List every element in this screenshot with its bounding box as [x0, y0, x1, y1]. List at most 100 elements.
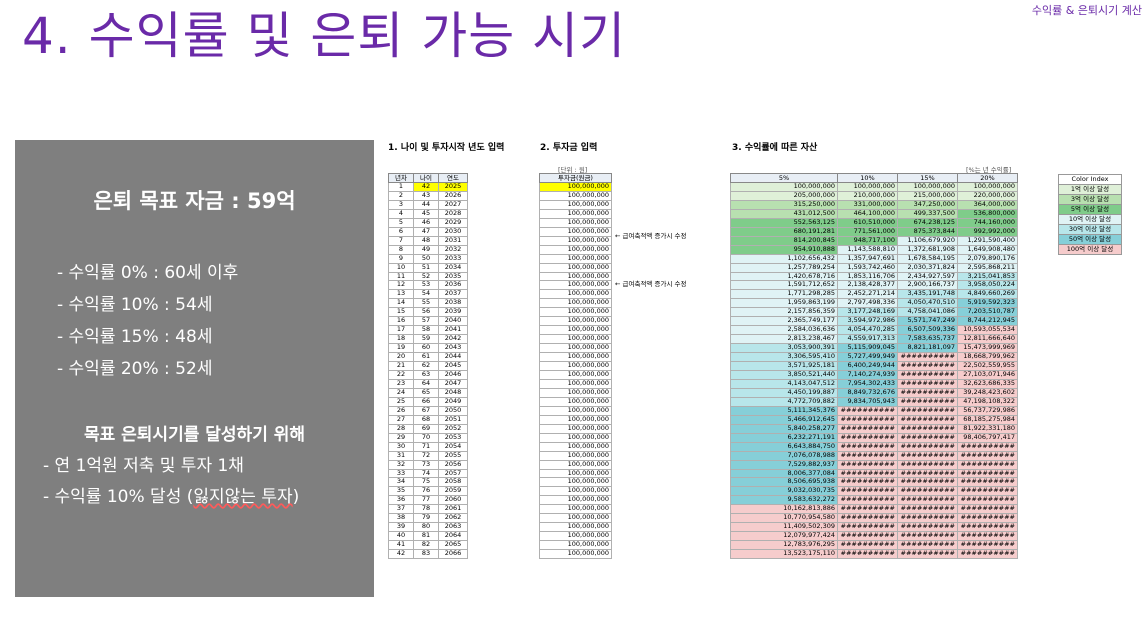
asset-cell[interactable]: 1,853,116,706	[837, 271, 898, 282]
year-cell[interactable]: 2053	[438, 432, 468, 443]
investment-cell[interactable]: 100,000,000	[539, 262, 612, 273]
asset-cell[interactable]: 814,200,845	[730, 235, 838, 246]
investment-cell[interactable]: 100,000,000	[539, 531, 612, 542]
age-cell[interactable]: 60	[413, 343, 439, 354]
asset-cell[interactable]: 771,561,000	[837, 226, 898, 237]
asset-cell[interactable]: 2,434,927,597	[897, 271, 958, 282]
asset-cell[interactable]: 6,643,884,750	[730, 441, 838, 452]
asset-cell[interactable]: 992,992,000	[957, 226, 1018, 237]
investment-cell[interactable]: 100,000,000	[539, 208, 612, 219]
investment-cell[interactable]: 100,000,000	[539, 468, 612, 479]
year-cell[interactable]: 2029	[438, 217, 468, 228]
asset-cell[interactable]: 2,797,498,336	[837, 298, 898, 309]
year-cell[interactable]: 2034	[438, 262, 468, 273]
investment-cell[interactable]: 100,000,000	[539, 396, 612, 407]
asset-cell[interactable]: 1,372,681,908	[897, 244, 958, 255]
investment-cell[interactable]: 100,000,000	[539, 522, 612, 533]
investment-cell[interactable]: 100,000,000	[539, 423, 612, 434]
age-cell[interactable]: 68	[413, 414, 439, 425]
asset-cell[interactable]: 954,910,888	[730, 244, 838, 255]
year-no-cell[interactable]: 27	[388, 414, 414, 425]
asset-cell[interactable]: 7,583,635,737	[897, 334, 958, 345]
age-cell[interactable]: 66	[413, 396, 439, 407]
age-cell[interactable]: 73	[413, 459, 439, 470]
asset-cell[interactable]: ##########	[897, 495, 958, 506]
year-no-cell[interactable]: 36	[388, 495, 414, 506]
asset-cell[interactable]: 11,409,502,309	[730, 522, 838, 533]
investment-cell[interactable]: 100,000,000	[539, 307, 612, 318]
asset-cell[interactable]: 205,000,000	[730, 190, 838, 201]
investment-cell[interactable]: 100,000,000	[539, 289, 612, 300]
year-cell[interactable]: 2057	[438, 468, 468, 479]
asset-cell[interactable]: ##########	[957, 495, 1018, 506]
year-no-cell[interactable]: 19	[388, 343, 414, 354]
asset-cell[interactable]: 1,591,712,652	[730, 280, 838, 291]
asset-cell[interactable]: ##########	[837, 450, 898, 461]
asset-cell[interactable]: ##########	[957, 441, 1018, 452]
age-cell[interactable]: 50	[413, 253, 439, 264]
asset-cell[interactable]: 7,140,274,939	[837, 370, 898, 380]
year-cell[interactable]: 2048	[438, 387, 468, 398]
year-cell[interactable]: 2062	[438, 513, 468, 524]
year-no-cell[interactable]: 12	[388, 280, 414, 291]
investment-cell[interactable]: 100,000,000	[539, 513, 612, 524]
age-cell[interactable]: 64	[413, 378, 439, 389]
asset-cell[interactable]: ##########	[957, 459, 1018, 470]
asset-cell[interactable]: 5,840,258,277	[730, 423, 838, 434]
asset-cell[interactable]: ##########	[897, 513, 958, 524]
year-cell[interactable]: 2064	[438, 531, 468, 542]
year-no-cell[interactable]: 24	[388, 387, 414, 398]
year-cell[interactable]: 2066	[438, 549, 468, 560]
age-cell[interactable]: 47	[413, 226, 439, 237]
asset-cell[interactable]: ##########	[837, 423, 898, 434]
asset-cell[interactable]: 210,000,000	[837, 190, 898, 201]
investment-cell[interactable]: 100,000,000	[539, 190, 612, 201]
asset-cell[interactable]: 8,821,181,097	[897, 343, 958, 354]
asset-cell[interactable]: ##########	[897, 396, 958, 407]
investment-cell[interactable]: 100,000,000	[539, 495, 612, 506]
asset-cell[interactable]: ##########	[957, 549, 1018, 560]
age-cell[interactable]: 59	[413, 334, 439, 345]
asset-cell[interactable]: 2,079,890,176	[957, 253, 1018, 264]
year-cell[interactable]: 2026	[438, 190, 468, 201]
investment-cell[interactable]: 100,000,000	[539, 226, 612, 237]
asset-cell[interactable]: 39,248,423,602	[957, 387, 1018, 398]
asset-cell[interactable]: 5,727,499,949	[837, 352, 898, 363]
age-cell[interactable]: 54	[413, 289, 439, 300]
asset-cell[interactable]: 98,406,797,417	[957, 432, 1018, 443]
year-no-cell[interactable]: 6	[388, 226, 414, 237]
age-cell[interactable]: 79	[413, 513, 439, 524]
asset-cell[interactable]: ##########	[957, 504, 1018, 515]
year-no-cell[interactable]: 32	[388, 459, 414, 470]
age-cell[interactable]: 76	[413, 486, 439, 497]
asset-cell[interactable]: 680,191,281	[730, 226, 838, 237]
asset-cell[interactable]: 2,157,856,359	[730, 307, 838, 318]
age-cell[interactable]: 51	[413, 262, 439, 273]
investment-cell[interactable]: 100,000,000	[539, 235, 612, 246]
asset-cell[interactable]: 7,529,882,937	[730, 459, 838, 470]
asset-cell[interactable]: ##########	[897, 414, 958, 425]
asset-cell[interactable]: 4,054,470,285	[837, 325, 898, 336]
asset-cell[interactable]: 3,571,925,181	[730, 361, 838, 372]
asset-cell[interactable]: 2,900,166,737	[897, 280, 958, 291]
asset-cell[interactable]: 552,563,125	[730, 217, 838, 228]
year-cell[interactable]: 2028	[438, 208, 468, 219]
year-cell[interactable]: 2051	[438, 414, 468, 425]
asset-cell[interactable]: 431,012,500	[730, 208, 838, 219]
year-cell[interactable]: 2038	[438, 298, 468, 309]
investment-cell[interactable]: 100,000,000	[539, 486, 612, 497]
age-cell[interactable]: 55	[413, 298, 439, 309]
investment-cell[interactable]: 100,000,000	[539, 325, 612, 336]
year-cell[interactable]: 2036	[438, 280, 468, 291]
age-cell[interactable]: 56	[413, 307, 439, 318]
year-no-cell[interactable]: 1	[388, 182, 414, 192]
year-no-cell[interactable]: 25	[388, 396, 414, 407]
asset-cell[interactable]: ##########	[897, 441, 958, 452]
year-cell[interactable]: 2056	[438, 459, 468, 470]
investment-cell[interactable]: 100,000,000	[539, 432, 612, 443]
asset-cell[interactable]: ##########	[897, 549, 958, 560]
age-cell[interactable]: 52	[413, 271, 439, 282]
age-cell[interactable]: 67	[413, 405, 439, 416]
asset-cell[interactable]: 100,000,000	[897, 182, 958, 192]
year-cell[interactable]: 2049	[438, 396, 468, 407]
